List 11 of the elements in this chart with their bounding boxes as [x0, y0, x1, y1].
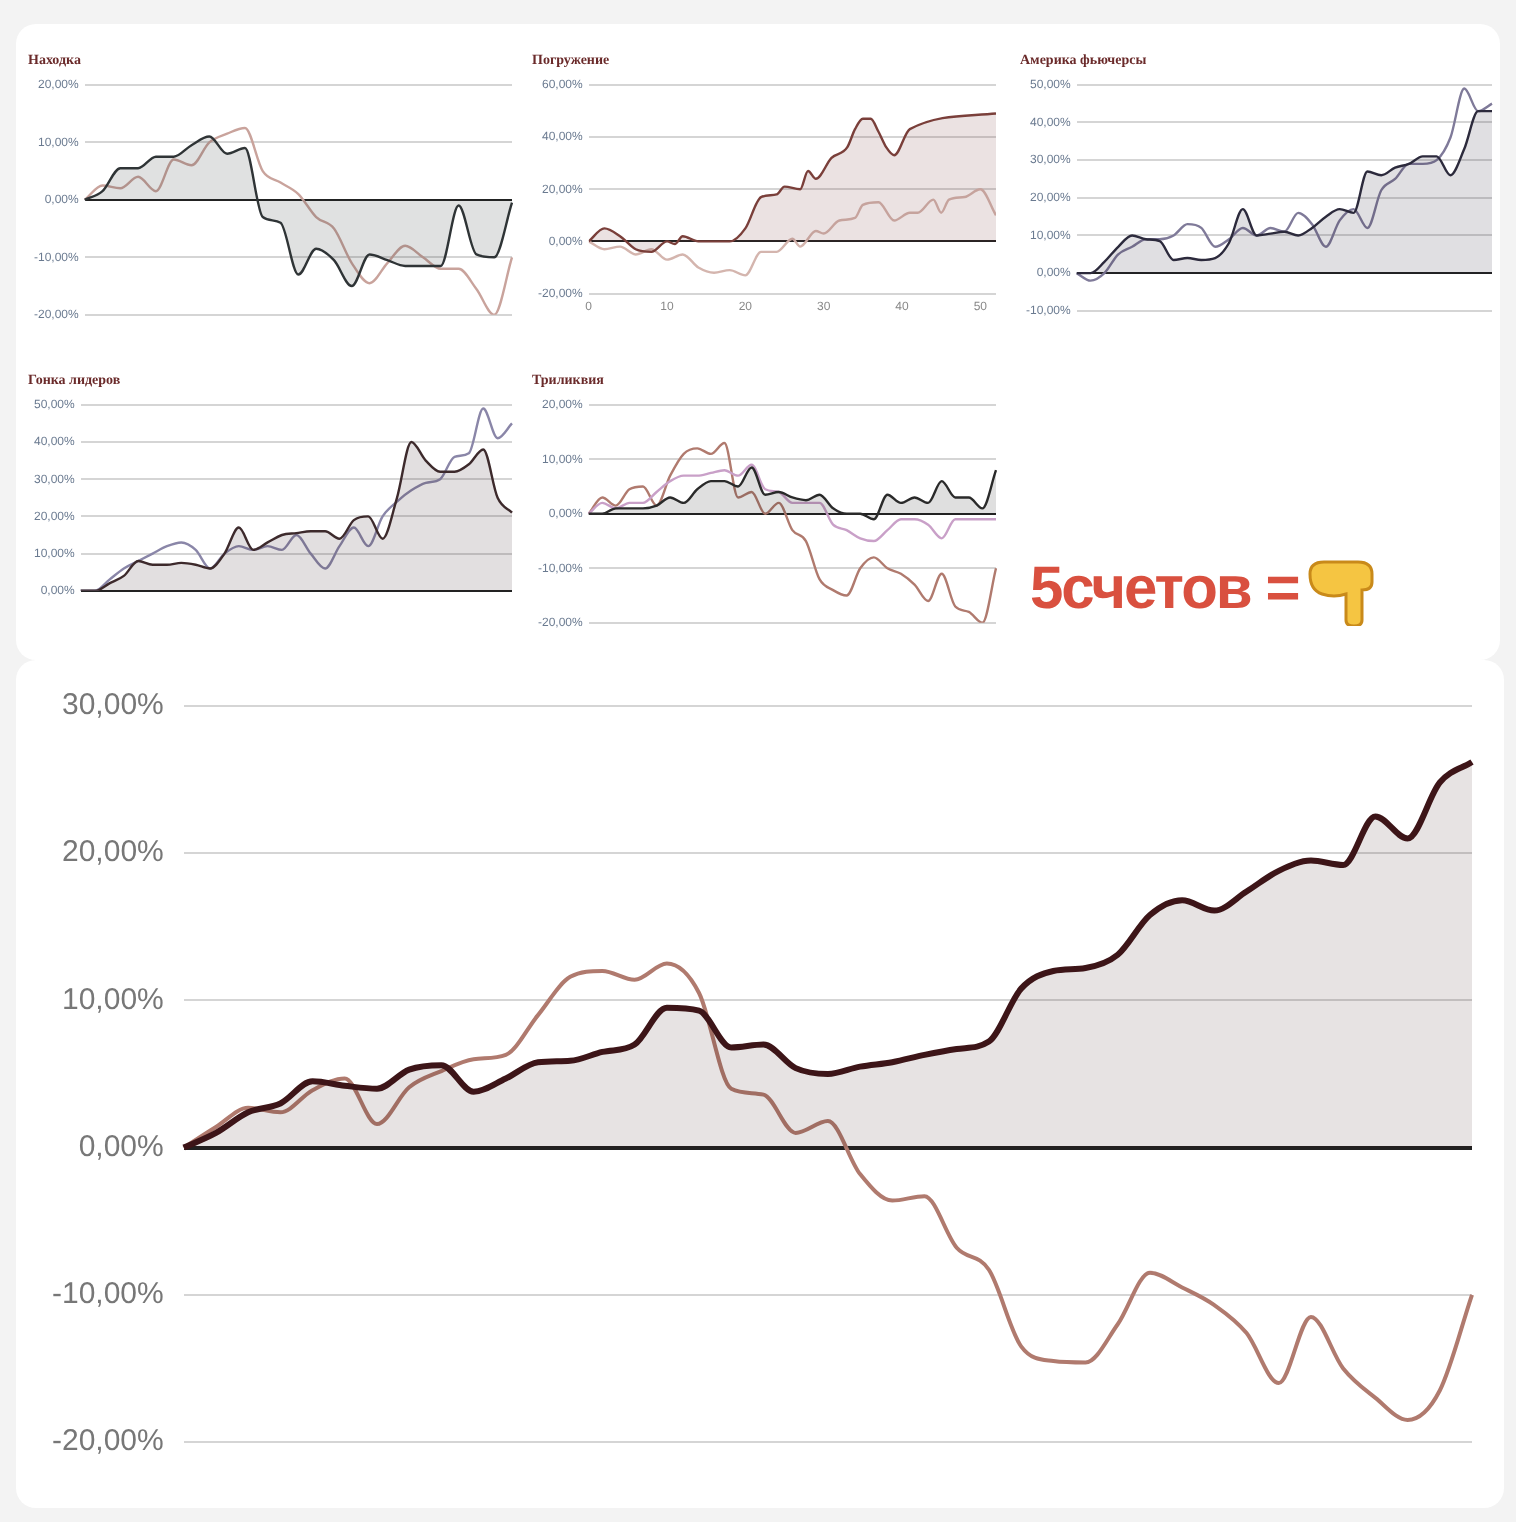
line-series — [587, 463, 998, 543]
y-tick-label: -20,00% — [51, 1424, 164, 1459]
y-tick-label: 20,00% — [61, 835, 164, 870]
line-series — [588, 188, 996, 277]
y-tick-label: 10,00% — [61, 982, 164, 1017]
y-tick-label: 0,00% — [78, 1129, 164, 1164]
line-series — [83, 126, 514, 315]
line-series — [587, 441, 998, 623]
y-tick-label: -10,00% — [51, 1277, 164, 1312]
y-tick-label: 30,00% — [61, 688, 164, 723]
text: 5счетов = — [1030, 556, 1299, 624]
